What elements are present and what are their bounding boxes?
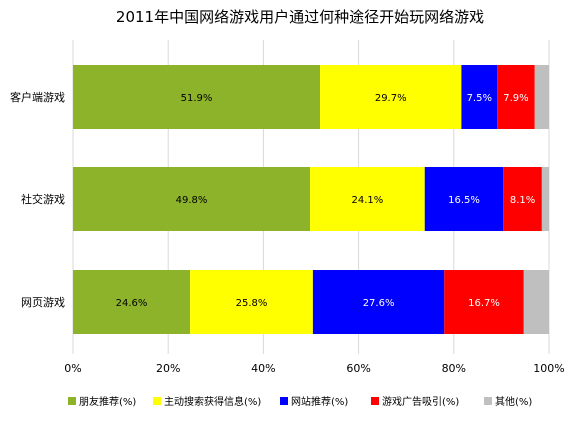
- legend-label: 网站推荐(%): [291, 395, 348, 408]
- legend-label: 朋友推荐(%): [79, 395, 136, 408]
- data-label: 49.8%: [176, 195, 208, 206]
- category-label: 网页游戏: [21, 296, 65, 309]
- bar-segment: [523, 270, 549, 334]
- data-label: 16.7%: [468, 298, 500, 309]
- bar-segment: [444, 270, 524, 334]
- bar-segment: [73, 270, 191, 334]
- x-tick-label: 60%: [346, 362, 370, 375]
- data-label: 27.6%: [363, 298, 395, 309]
- bar-segment: [320, 65, 462, 129]
- legend-swatch: [68, 397, 76, 405]
- legend-label: 游戏广告吸引(%): [382, 395, 459, 408]
- data-label: 51.9%: [181, 93, 213, 104]
- chart-title: 2011年中国网络游戏用户通过何种途径开始玩网络游戏: [116, 8, 484, 26]
- bar-segment: [534, 65, 549, 129]
- x-tick-label: 0%: [64, 362, 81, 375]
- data-label: 16.5%: [448, 195, 480, 206]
- category-label: 社交游戏: [21, 192, 65, 206]
- legend: 朋友推荐(%) 主动搜索获得信息(%) 网站推荐(%) 游戏广告吸引(%) 其他(%): [68, 395, 532, 408]
- legend-swatch: [280, 397, 288, 405]
- bar-segment: [190, 270, 313, 334]
- bars: 51.9% 29.7% 7.5% 7.9% 49.8% 24.1% 16.5% 8.1% 24.…: [73, 65, 549, 334]
- data-label: 24.6%: [116, 298, 148, 309]
- bar-segment: [310, 167, 425, 231]
- data-label: 24.1%: [352, 195, 384, 206]
- category-label: 客户端游戏: [10, 90, 65, 104]
- data-label: 29.7%: [375, 93, 407, 104]
- bar-segment: [312, 270, 445, 334]
- bar-segment: [497, 65, 535, 129]
- bar-segment: [73, 65, 321, 129]
- legend-swatch: [153, 397, 161, 405]
- bar-segment: [503, 167, 542, 231]
- data-label: 7.9%: [503, 93, 528, 104]
- x-tick-label: 20%: [156, 362, 180, 375]
- legend-label: 主动搜索获得信息(%): [164, 395, 261, 408]
- bar-segment: [424, 167, 504, 231]
- x-tick-label: 80%: [442, 362, 466, 375]
- legend-swatch: [484, 397, 492, 405]
- legend-label: 其他(%): [495, 395, 532, 408]
- data-label: 25.8%: [236, 298, 268, 309]
- x-tick-label: 40%: [251, 362, 275, 375]
- bar-segment: [541, 167, 549, 231]
- x-tick-label: 100%: [533, 362, 564, 375]
- legend-swatch: [371, 397, 379, 405]
- x-axis: 0% 20% 40% 60% 80% 100%: [64, 362, 564, 375]
- data-label: 8.1%: [510, 195, 535, 206]
- bar-segment: [73, 167, 311, 231]
- data-label: 7.5%: [467, 93, 492, 104]
- bar-segment: [461, 65, 498, 129]
